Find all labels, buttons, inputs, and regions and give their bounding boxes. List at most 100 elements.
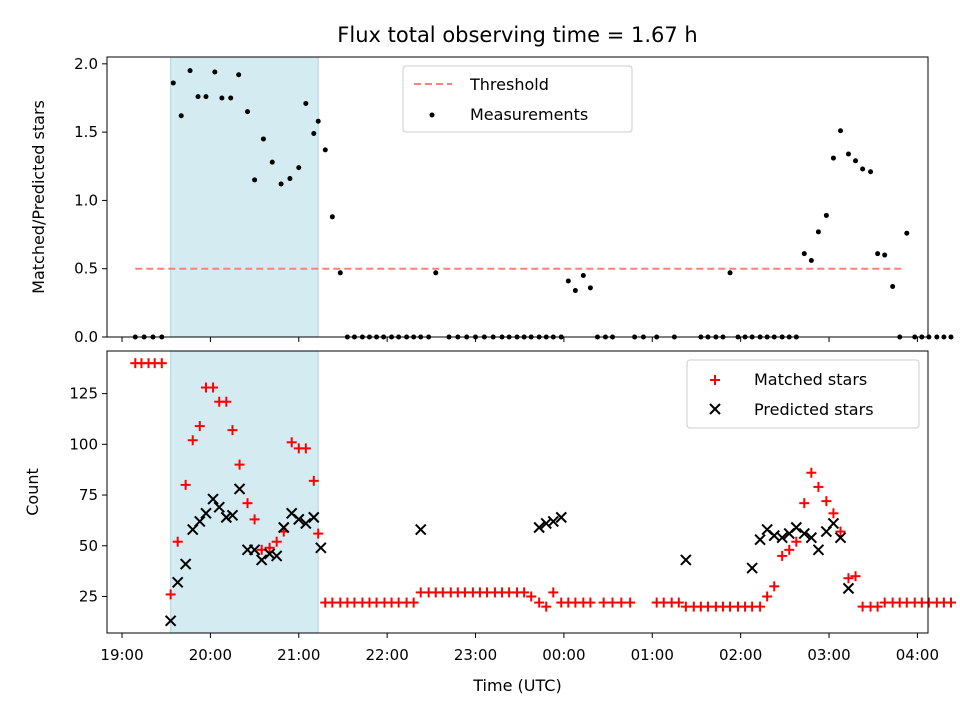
- matched-point-71: [673, 597, 684, 608]
- xtick-label-7: 02:00: [719, 646, 762, 664]
- matched-point-98: [872, 601, 883, 612]
- predicted-point-41: [842, 582, 855, 595]
- measurement-point-55: [572, 288, 578, 294]
- predicted-point-22: [415, 523, 427, 536]
- predicted-point-16: [278, 521, 290, 534]
- matched-point-7: [180, 479, 191, 490]
- measurement-point-69: [727, 270, 733, 276]
- matched-point-88: [799, 498, 810, 509]
- predicted-point-14: [263, 548, 276, 560]
- predicted-point-19: [300, 517, 312, 530]
- predicted-point-39: [827, 517, 840, 530]
- count-points-layer: [130, 358, 956, 627]
- predicted-point-36: [805, 531, 818, 544]
- matched-point-4: [156, 358, 167, 369]
- matched-point-65: [607, 597, 618, 608]
- legend-measurements-label: Measurements: [470, 105, 588, 124]
- predicted-point-6: [207, 493, 219, 505]
- measurement-point-18: [287, 176, 293, 182]
- matched-point-92: [828, 508, 839, 519]
- measurement-points-layer: [132, 68, 954, 340]
- predicted-point-29: [754, 533, 766, 546]
- measurement-point-11: [228, 95, 234, 101]
- predicted-point-0: [164, 615, 177, 627]
- bottom-legend-box: [686, 359, 920, 429]
- measurement-point-88: [868, 169, 874, 175]
- top-legend-box: [402, 65, 633, 133]
- measurement-point-56: [580, 273, 586, 279]
- measurement-point-19: [296, 165, 302, 171]
- measurement-point-98: [941, 334, 947, 340]
- measurement-point-7: [195, 94, 201, 100]
- measurement-point-38: [433, 270, 439, 276]
- predicted-point-40: [834, 531, 847, 544]
- matched-point-63: [585, 597, 596, 608]
- measurement-point-23: [322, 147, 328, 153]
- bottom-ytick-label-2: 75: [79, 486, 98, 504]
- matched-point-94: [843, 573, 854, 584]
- bottom-ytick-label-4: 125: [69, 385, 98, 403]
- predicted-point-4: [194, 515, 206, 528]
- predicted-point-9: [226, 509, 239, 522]
- measurement-point-89: [875, 251, 881, 257]
- predicted-point-13: [255, 554, 268, 566]
- top-ytick-label-1: 0.5: [74, 260, 98, 278]
- matched-point-8: [187, 435, 198, 446]
- matched-point-56: [534, 597, 545, 608]
- matched-point-6: [172, 536, 183, 547]
- predicted-point-34: [790, 521, 803, 534]
- predicted-point-15: [270, 550, 283, 562]
- measurement-point-91: [890, 283, 896, 289]
- xtick-label-9: 04:00: [896, 646, 939, 664]
- predicted-point-35: [798, 527, 810, 540]
- measurement-point-57: [587, 285, 593, 291]
- predicted-point-21: [315, 542, 327, 554]
- measurement-point-80: [808, 258, 814, 264]
- predicted-point-26: [555, 511, 567, 524]
- top-ticks-layer: 0.0 0.5 1.0 1.5 2.0: [74, 55, 918, 346]
- predicted-point-37: [812, 544, 825, 556]
- predicted-point-18: [293, 513, 305, 526]
- predicted-point-25: [547, 515, 559, 528]
- matched-point-85: [777, 550, 788, 561]
- chart-title: Flux total observing time = 1.67 h: [337, 23, 697, 47]
- bottom-panel: 25 50 75 100 125 19:00 20:00 21:00 22:00 23:00 00:…: [23, 350, 956, 695]
- predicted-point-12: [248, 544, 261, 556]
- matched-point-95: [850, 571, 861, 582]
- matched-point-26: [313, 528, 324, 539]
- measurement-point-87: [860, 166, 866, 172]
- measurement-point-25: [337, 270, 343, 276]
- bottom-ytick-label-0: 25: [79, 587, 98, 605]
- top-plot-frame: [106, 56, 929, 338]
- predicted-point-10: [233, 483, 246, 495]
- measurement-point-4: [170, 80, 176, 86]
- measurement-point-54: [565, 278, 571, 284]
- predicted-point-27: [680, 554, 692, 566]
- top-ytick-label-0: 0.0: [74, 328, 98, 346]
- measurement-point-20: [303, 100, 309, 106]
- matched-point-91: [821, 496, 832, 507]
- matched-point-57: [541, 601, 552, 612]
- matched-point-16: [242, 498, 253, 509]
- measurement-point-90: [882, 252, 888, 258]
- matched-point-108: [945, 597, 956, 608]
- top-y-axis-label: Matched/Predicted stars: [29, 100, 48, 294]
- predicted-point-7: [213, 501, 225, 513]
- bottom-highlight-span: [170, 350, 319, 634]
- measurement-point-79: [801, 251, 807, 257]
- matched-point-9: [194, 421, 205, 432]
- matched-point-19: [264, 542, 275, 553]
- xtick-label-6: 01:00: [631, 646, 674, 664]
- measurement-point-10: [219, 95, 225, 101]
- legend-matched-marker: [710, 375, 720, 385]
- matched-point-17: [249, 514, 260, 525]
- matched-point-20: [271, 536, 282, 547]
- measurement-point-99: [948, 334, 954, 340]
- matched-point-82: [755, 601, 766, 612]
- measurement-point-14: [252, 177, 258, 183]
- matched-point-87: [791, 536, 802, 547]
- xtick-label-0: 19:00: [100, 646, 143, 664]
- predicted-point-8: [220, 511, 233, 524]
- matched-point-14: [227, 425, 238, 436]
- legend-predicted-label: Predicted stars: [754, 400, 874, 419]
